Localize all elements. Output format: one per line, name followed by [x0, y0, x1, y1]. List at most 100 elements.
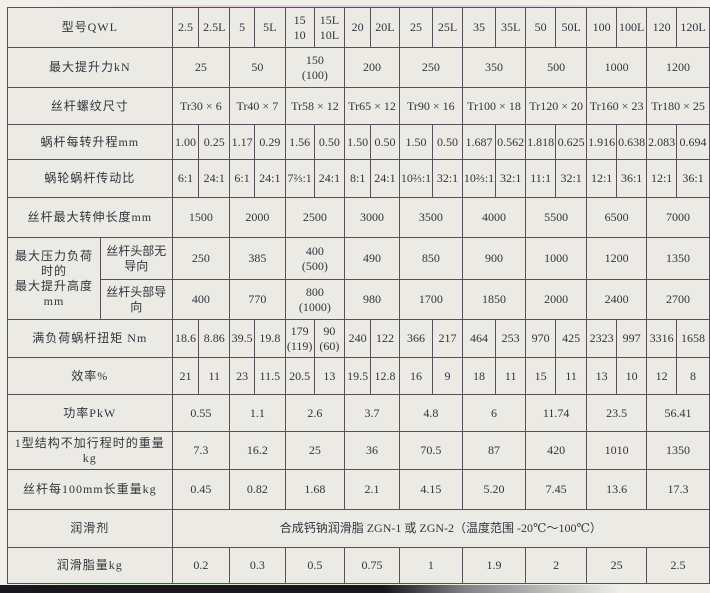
table-cell: 490 [344, 237, 400, 280]
row-model: 型号QWL 2.5 2.5L 5 5L 15 10 15L 10L 20 20L… [7, 7, 710, 48]
table-cell: 1.50 [398, 124, 434, 160]
table-cell: 2.1 [344, 469, 400, 510]
table-cell: 1.1 [229, 394, 286, 432]
table-cell: 2 [525, 547, 588, 584]
table-cell: 3.7 [344, 394, 400, 432]
table-cell: 1658 [676, 319, 710, 358]
table-cell: Tr58 × 12 [284, 87, 346, 125]
table-cell: Tr100 × 18 [461, 87, 527, 125]
row-lift-height-guided: 丝杆头部导向 400 770 800 (1000) 980 1700 1850 … [8, 279, 710, 320]
row-max-screw-length: 丝杆最大转伸长度mm 1500 2000 2500 3000 3500 4000… [7, 197, 710, 238]
table-cell: 8 [676, 357, 710, 395]
table-cell: 0.50 [432, 124, 463, 160]
table-cell: 32:1 [495, 159, 527, 198]
table-cell: 2323 [586, 319, 618, 358]
row-label: 最大压力负荷时的 最大提升高度mm [7, 237, 101, 320]
row-label: 型号QWL [7, 7, 173, 48]
table-cell: 20 [344, 7, 372, 48]
table-cell: 6:1 [229, 159, 256, 198]
table-cell: 0.625 [555, 124, 588, 160]
table-cell: 11.74 [525, 394, 588, 432]
table-cell: 10⅔:1 [461, 159, 497, 198]
table-cell: 1350 [646, 431, 710, 470]
table-cell: 0.638 [616, 124, 648, 160]
row-weight-type1: 1型结构不加行程时的重量kg 7.3 16.2 25 36 70.5 87 42… [7, 431, 710, 470]
table-cell: 25L [432, 7, 463, 48]
table-cell: 240 [344, 319, 372, 358]
table-cell: 1.68 [284, 469, 346, 510]
table-cell: 12:1 [586, 159, 618, 198]
table-cell: 0.562 [495, 124, 527, 160]
table-cell: 1350 [646, 237, 710, 280]
table-cell: 1.9 [461, 547, 527, 584]
table-cell: 23 [229, 357, 256, 395]
row-label: 丝杆最大转伸长度mm [7, 197, 173, 238]
table-cell: 0.2 [171, 547, 231, 584]
table-cell: 0.50 [370, 124, 400, 160]
table-cell: 997 [616, 319, 648, 358]
table-cell: Tr160 × 23 [586, 87, 648, 125]
table-cell: 11:1 [525, 159, 557, 198]
table-cell: 25 [398, 7, 434, 48]
table-cell: 1000 [586, 47, 648, 88]
table-cell: 5.20 [461, 469, 527, 510]
table-cell: 36:1 [616, 159, 648, 198]
table-cell: 100L [616, 7, 648, 48]
table-cell: 7⅔:1 [284, 159, 315, 198]
table-cell: 850 [398, 237, 463, 280]
table-cell: 200 [344, 47, 400, 88]
table-cell: 0.3 [229, 547, 286, 584]
table-cell: 2000 [229, 197, 286, 238]
table-cell: 39.5 [229, 319, 256, 358]
table-cell: 11 [198, 357, 231, 395]
table-cell: 32:1 [555, 159, 588, 198]
table-cell: 5 [229, 7, 256, 48]
row-label: 蜗轮蜗杆传动比 [7, 159, 173, 198]
table-cell: 12:1 [646, 159, 678, 198]
table-cell: 19.8 [254, 319, 286, 358]
table-cell: 8:1 [344, 159, 372, 198]
row-label: 最大提升力kN [7, 47, 173, 88]
table-cell: 0.55 [171, 394, 231, 432]
table-cell: 13 [586, 357, 618, 395]
table-cell: 1.50 [344, 124, 372, 160]
table-cell: 120 [646, 7, 678, 48]
table-cell: Tr65 × 12 [344, 87, 400, 125]
table-cell: 400 [171, 279, 231, 320]
table-cell: 179 (119) [284, 319, 315, 358]
table-cell: 21 [171, 357, 200, 395]
table-cell: 15L 10L [313, 7, 346, 48]
table-cell: 50L [555, 7, 588, 48]
table-cell: 7.45 [525, 469, 588, 510]
row-lubricant: 润滑剂 合成钙钠润滑脂 ZGN-1 或 ZGN-2（温度范围 -20℃～100℃… [7, 509, 710, 548]
table-cell: 2.6 [284, 394, 346, 432]
row-lift-per-rev: 蜗杆每转升程mm 1.00 0.25 1.17 0.29 1.56 0.50 1… [7, 124, 710, 160]
table-cell: 150 (100) [284, 47, 346, 88]
table-cell: 16 [398, 357, 434, 395]
table-cell: 0.75 [344, 547, 400, 584]
table-cell: 1850 [461, 279, 527, 320]
table-cell: 120L [676, 7, 710, 48]
table-cell: 35L [495, 7, 527, 48]
row-screw-weight-per-100mm: 丝杆每100mm长重量kg 0.45 0.82 1.68 2.1 4.15 5.… [7, 469, 710, 510]
table-cell: 12.8 [370, 357, 400, 395]
table-cell: 24:1 [198, 159, 231, 198]
table-cell: 253 [495, 319, 527, 358]
table-cell: 6:1 [171, 159, 200, 198]
table-cell: 2.083 [646, 124, 678, 160]
table-cell: 1.17 [229, 124, 256, 160]
table-cell: 970 [525, 319, 557, 358]
table-cell: 1 [398, 547, 463, 584]
table-cell: 1010 [586, 431, 648, 470]
row-screw-thread: 丝杆螺纹尺寸 Tr30 × 6 Tr40 × 7 Tr58 × 12 Tr65 … [7, 87, 710, 125]
table-cell: 3000 [344, 197, 400, 238]
table-cell: 0.82 [229, 469, 286, 510]
row-full-load-torque: 满负荷蜗杆扭矩 Nm 18.6 8.86 39.5 19.8 179 (119)… [7, 319, 710, 358]
row-sublabel: 丝杆头部无导向 [99, 237, 173, 280]
table-cell: 250 [398, 47, 463, 88]
table-cell: 385 [229, 237, 286, 280]
table-cell: 464 [461, 319, 497, 358]
table-cell: 36 [344, 431, 400, 470]
table-cell: 18 [461, 357, 497, 395]
